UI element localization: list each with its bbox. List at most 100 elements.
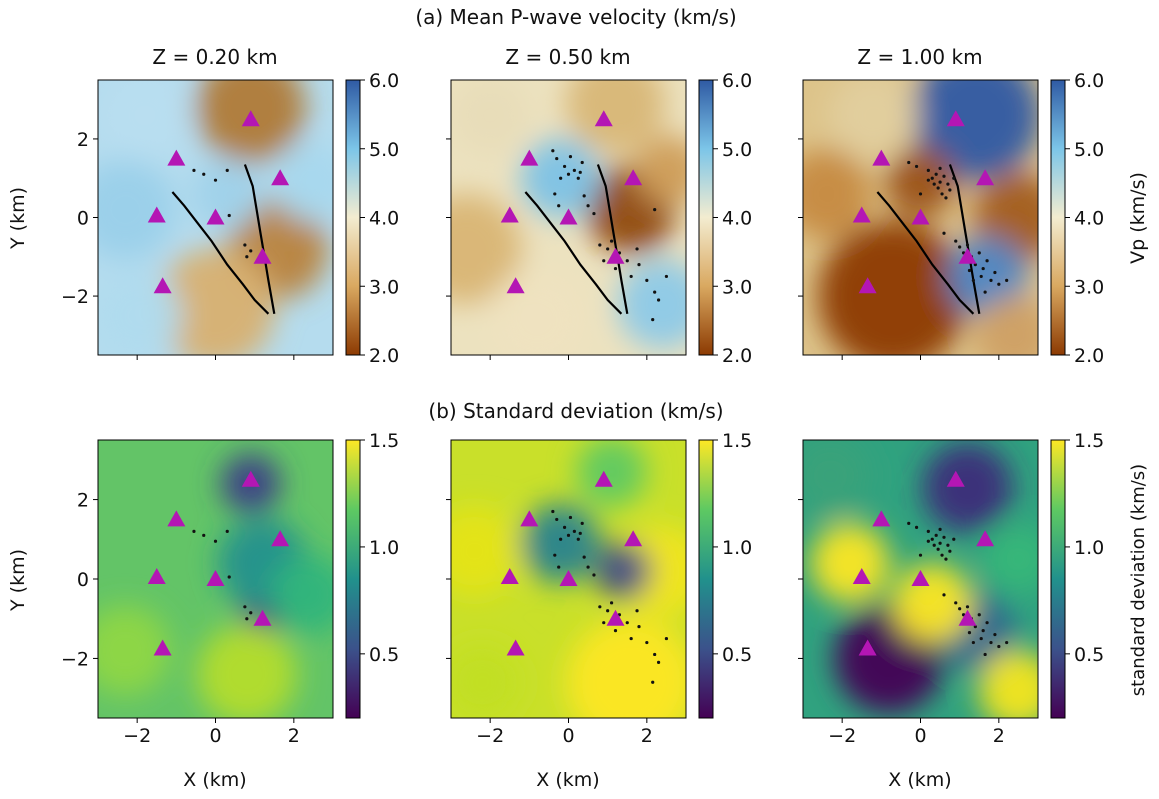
event-point	[926, 168, 930, 172]
event-point	[557, 565, 561, 569]
event-point	[656, 660, 661, 665]
event-point	[971, 640, 975, 645]
event-point	[918, 553, 923, 557]
event-point	[1005, 278, 1009, 282]
event-point	[202, 533, 206, 537]
station-marker	[167, 510, 186, 527]
event-point	[934, 533, 938, 537]
event-point	[981, 629, 985, 633]
event-point	[555, 156, 559, 161]
event-point	[553, 553, 557, 557]
colorbar	[345, 439, 361, 719]
event-point	[930, 537, 934, 541]
event-point	[948, 188, 952, 192]
x-tick-label: −2	[476, 725, 504, 747]
event-point	[940, 192, 944, 196]
heatmap-field	[98, 80, 333, 355]
event-point	[985, 621, 989, 625]
station-marker	[206, 208, 225, 225]
station-marker	[852, 206, 871, 223]
event-point	[932, 182, 936, 186]
station-marker	[946, 110, 965, 127]
event-point	[651, 318, 655, 322]
event-point	[664, 274, 669, 279]
event-point	[645, 278, 649, 282]
event-point	[907, 160, 911, 165]
event-point	[938, 541, 942, 545]
x-tick-label: 0	[562, 725, 574, 747]
y-tick-label: 0	[77, 569, 89, 591]
station-marker	[852, 568, 871, 585]
vp-colorbar-label: Vp (km/s)	[1127, 172, 1149, 264]
station-marker	[911, 208, 930, 225]
event-point	[606, 247, 610, 251]
colorbar-tick-label: 1.0	[1074, 537, 1104, 559]
event-point	[576, 176, 580, 180]
station-marker	[594, 470, 613, 487]
event-point	[602, 259, 606, 263]
colorbar-tick-label: 4.0	[369, 208, 399, 230]
event-point	[944, 557, 948, 561]
event-point	[914, 164, 919, 169]
event-point	[245, 255, 249, 259]
station-marker	[606, 609, 625, 626]
station-marker	[858, 639, 877, 656]
event-point	[578, 531, 582, 535]
x-tick-label: 2	[641, 725, 653, 747]
event-point	[965, 243, 970, 247]
panel-6: −2 0 2 0.5 1.0 1.5	[798, 430, 1104, 747]
colorbar-tick-label: 1.0	[722, 537, 752, 559]
event-point	[954, 601, 958, 605]
event-point	[977, 251, 981, 255]
y-tick-label: −2	[61, 648, 89, 670]
x-axis-label-3: X (km)	[888, 769, 951, 791]
event-point	[582, 555, 586, 559]
event-point	[979, 636, 983, 641]
y-tick-label: 2	[77, 129, 89, 151]
event-point	[562, 164, 567, 169]
colorbar-tick-label: 0.5	[722, 644, 752, 666]
event-point	[553, 192, 557, 196]
station-marker	[911, 570, 930, 586]
event-point	[586, 565, 590, 569]
station-marker	[976, 530, 995, 547]
event-point	[609, 239, 614, 243]
event-point	[993, 270, 997, 275]
event-point	[997, 282, 1001, 286]
colorbar-tick-label: 3.0	[1074, 276, 1104, 298]
event-point	[979, 274, 983, 279]
panel-1: −2 0 2 2.0 3.0 4.0 5.0 6.0	[61, 70, 399, 367]
event-point	[625, 259, 629, 263]
event-point	[637, 263, 641, 267]
x-axis-label-1: X (km)	[183, 769, 246, 791]
row-a-title: (a) Mean P-wave velocity (km/s)	[415, 5, 736, 29]
event-point	[967, 631, 972, 635]
y-axis-label-row-b: Y (km)	[7, 549, 29, 612]
station-marker	[958, 609, 977, 626]
event-point	[946, 182, 950, 186]
colorbar-tick-label: 3.0	[722, 276, 752, 298]
event-point	[989, 640, 993, 645]
station-marker	[858, 277, 877, 294]
colorbar-tick-label: 0.5	[369, 644, 399, 666]
colorbar-tick-label: 1.5	[369, 430, 399, 452]
station-marker	[147, 206, 166, 223]
event-point	[952, 176, 956, 180]
colorbar-tick-label: 0.5	[1074, 644, 1104, 666]
station-marker	[271, 530, 290, 547]
event-point	[967, 268, 972, 273]
event-point	[907, 521, 911, 526]
heatmap-field	[803, 80, 1038, 355]
colorbar	[698, 79, 714, 356]
fault-line	[243, 164, 276, 314]
event-point	[559, 176, 563, 180]
fault-line	[524, 191, 623, 315]
std-colorbar-label: standard deviation (km/s)	[1128, 464, 1149, 696]
x-tick-label: 2	[288, 725, 300, 747]
event-point	[566, 533, 571, 537]
event-point	[586, 204, 590, 208]
event-point	[598, 605, 602, 609]
panels-layer: −2 0 2 2.0 3.0 4.0 5.0 6.0 2.0 3.0 4.0 5.0 6.0 2.0 3.0…	[61, 70, 1104, 747]
event-point	[958, 607, 962, 611]
